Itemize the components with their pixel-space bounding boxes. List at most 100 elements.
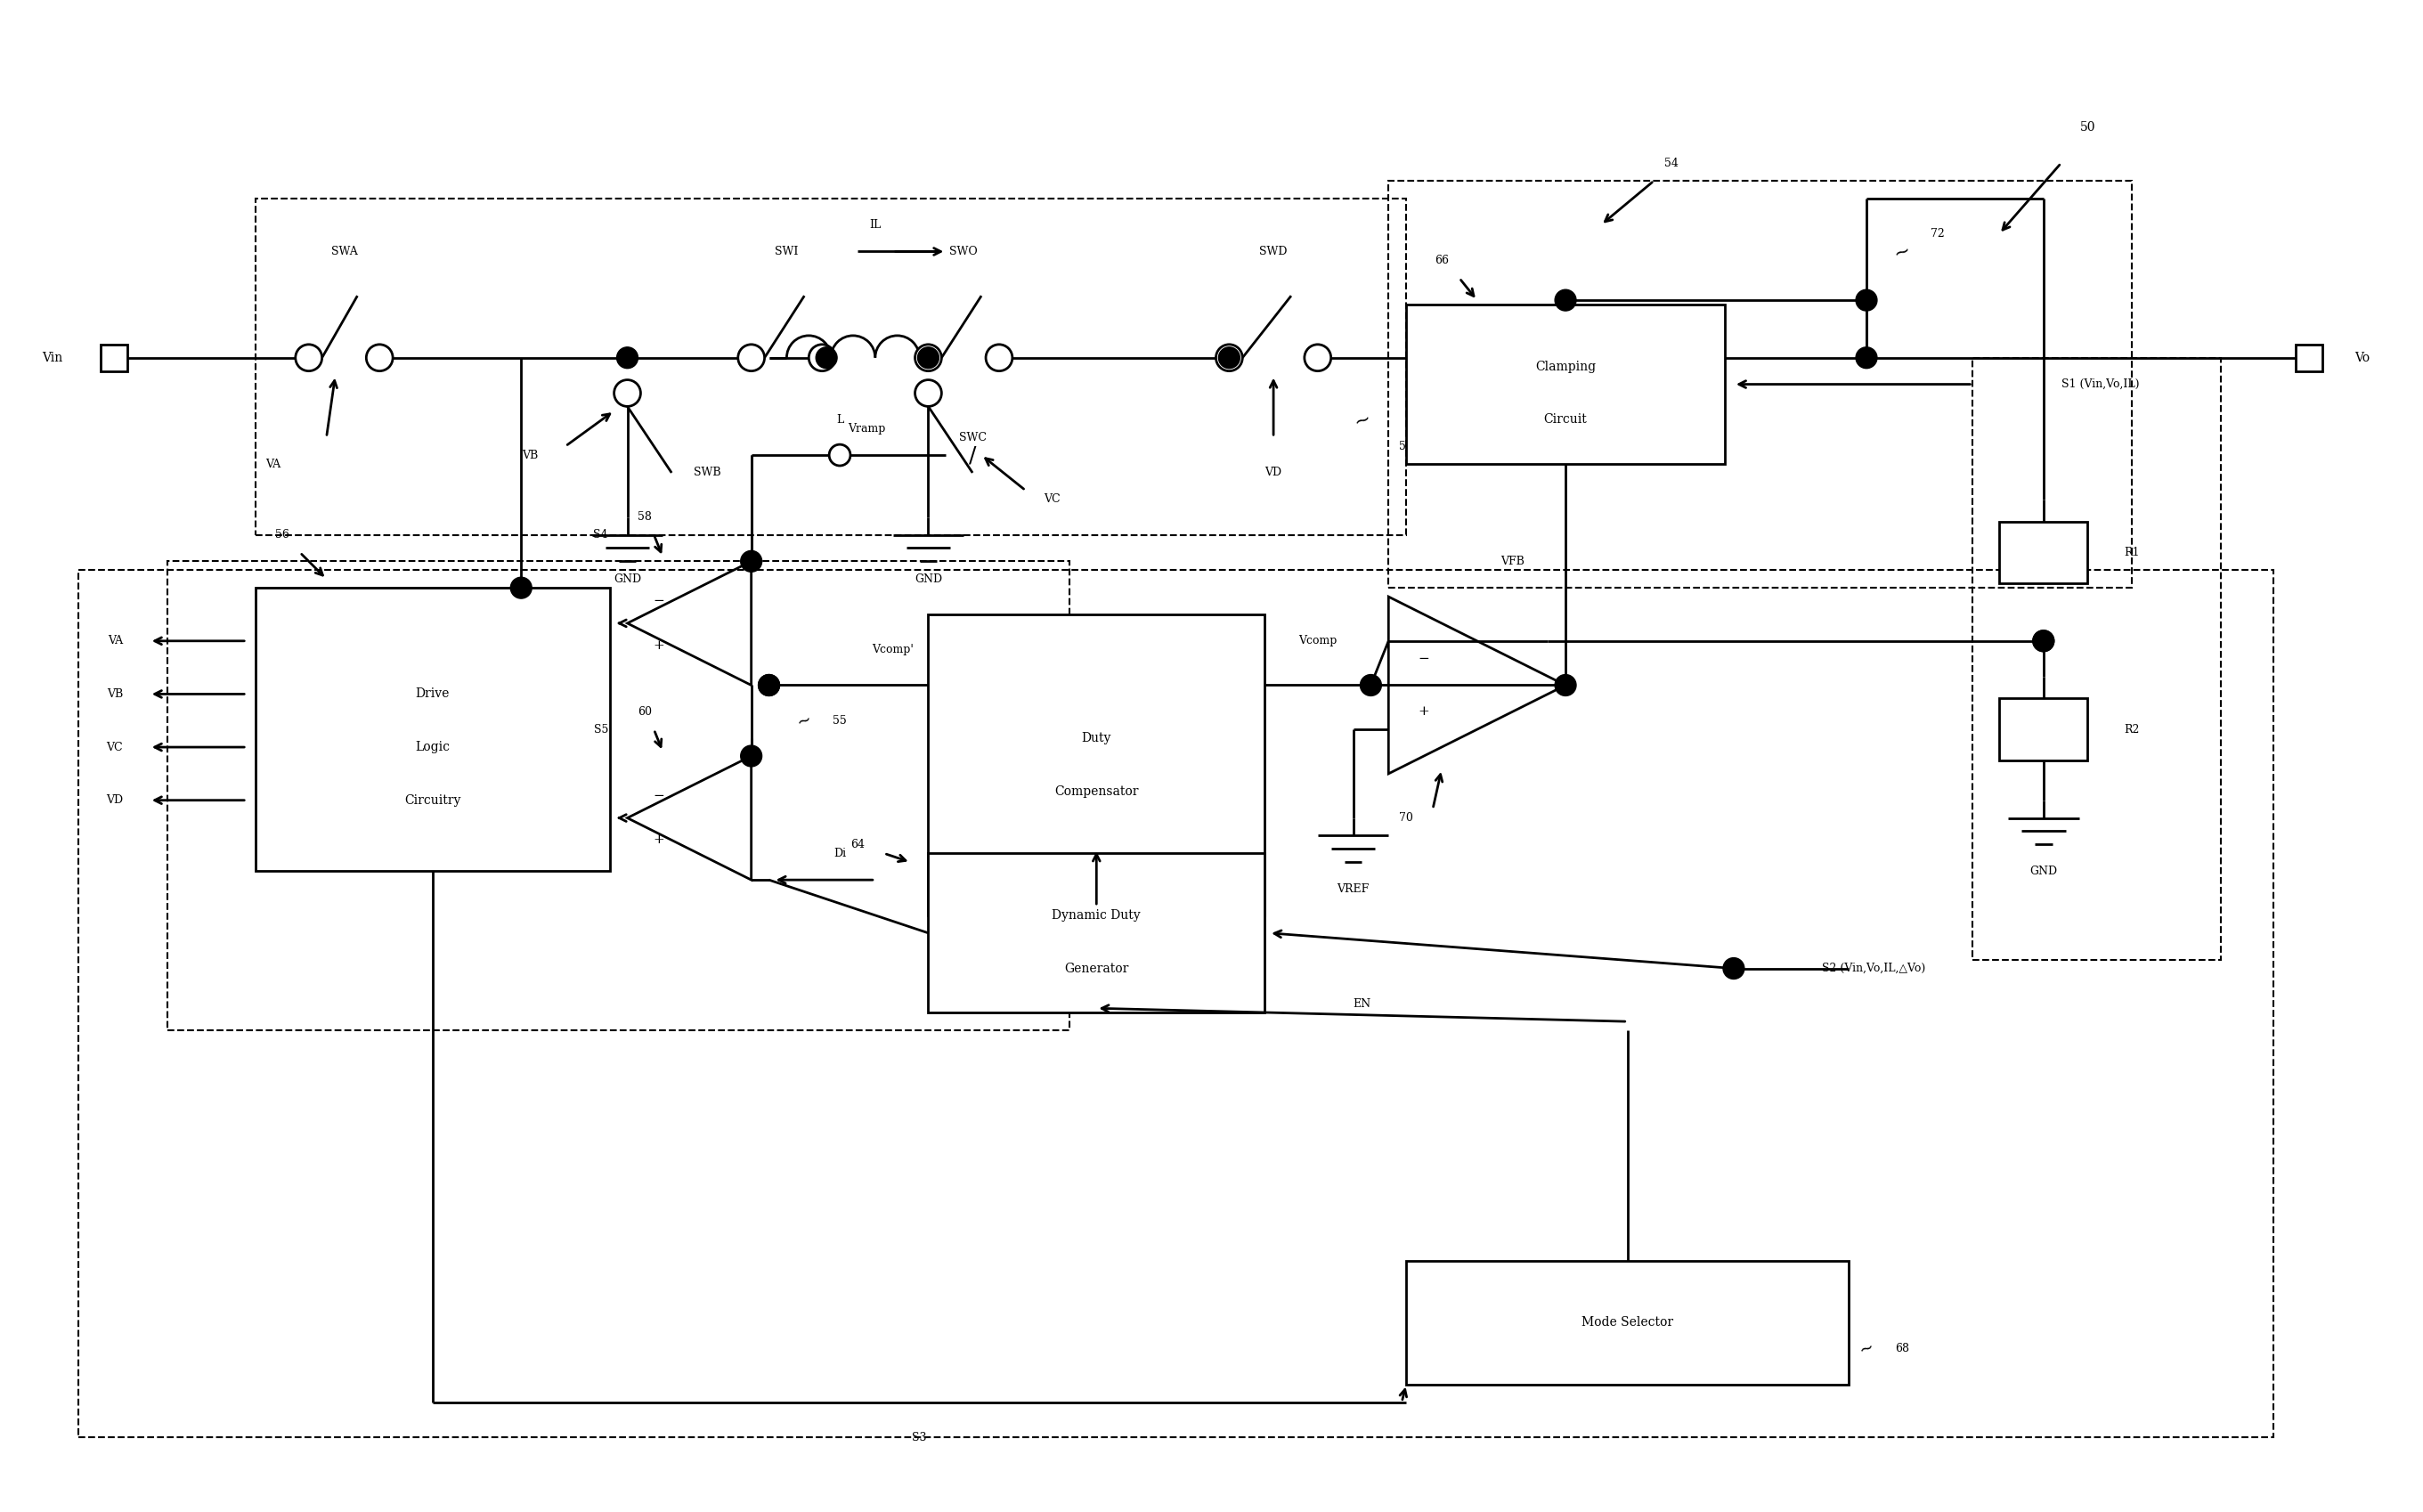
Circle shape [758,674,780,696]
Text: GND: GND [2030,865,2057,877]
Circle shape [2033,631,2055,652]
Text: Di: Di [834,848,846,859]
Bar [1405,1261,1849,1385]
Text: 56: 56 [276,529,288,540]
Circle shape [916,345,943,370]
Circle shape [918,348,938,369]
Circle shape [1304,345,1330,370]
Circle shape [741,745,761,767]
Text: Logic: Logic [414,741,451,753]
Text: VB: VB [107,688,124,700]
Text: VC: VC [1044,493,1061,505]
Circle shape [1556,674,1575,696]
Text: −: − [1417,652,1430,665]
Text: ~: ~ [1856,1338,1875,1359]
Text: VA: VA [267,458,281,470]
Text: 72: 72 [1931,228,1943,239]
Text: DDC: DDC [1083,980,1110,992]
Text: VB: VB [521,449,538,461]
Circle shape [916,380,943,407]
Text: Circuitry: Circuitry [405,794,460,806]
Text: ~: ~ [1890,240,1912,263]
Text: 66: 66 [1434,254,1449,266]
Text: VA: VA [107,635,124,647]
Text: VFB: VFB [1500,555,1524,567]
Text: Vramp: Vramp [848,423,884,434]
Text: SWI: SWI [775,246,800,257]
Circle shape [986,345,1013,370]
Text: SWC: SWC [960,431,986,443]
Bar [928,614,1265,915]
Text: 60: 60 [637,706,652,718]
Text: VREF: VREF [1337,883,1369,895]
Text: ~: ~ [795,711,814,730]
Text: +: + [652,640,664,652]
Text: VD: VD [107,794,124,806]
Text: L: L [836,414,843,425]
Text: Dynamic Duty: Dynamic Duty [1052,909,1141,921]
Circle shape [758,674,780,696]
Text: GND: GND [913,573,943,585]
Text: Vin: Vin [41,351,63,364]
Bar [2295,345,2321,370]
Circle shape [613,380,640,407]
Text: 62: 62 [938,963,952,974]
Circle shape [618,348,637,369]
Bar [1972,358,2219,960]
Text: R1: R1 [2125,547,2140,558]
Text: Vo: Vo [2355,351,2370,364]
Text: Clamping: Clamping [1536,360,1597,373]
Bar [78,570,2273,1438]
Text: SWD: SWD [1260,246,1287,257]
Text: 54: 54 [1665,157,1679,169]
Text: Circuit: Circuit [1543,413,1587,426]
Text: 55: 55 [834,715,846,726]
Bar [1388,181,2132,588]
Text: EN: EN [1352,998,1371,1010]
Text: +: + [652,833,664,847]
Text: $\mathit{/\!\!/}$: $\mathit{/\!\!/}$ [967,445,976,466]
Text: 64: 64 [850,839,865,850]
Text: Vcomp: Vcomp [1299,635,1337,647]
Circle shape [809,345,836,370]
Circle shape [1723,957,1745,980]
Circle shape [2033,631,2055,652]
Text: S4: S4 [594,529,608,540]
Bar [1999,699,2089,761]
Text: 68: 68 [1895,1343,1909,1355]
Bar [254,198,1405,535]
Circle shape [1219,348,1241,369]
Text: ~: ~ [1352,408,1374,431]
Bar [254,588,611,871]
Text: 52: 52 [1398,440,1413,452]
Text: S2 (Vin,Vo,IL,△Vo): S2 (Vin,Vo,IL,△Vo) [1822,963,1926,974]
Text: Vcomp': Vcomp' [872,644,913,656]
Circle shape [1556,290,1575,311]
Text: SWO: SWO [950,246,979,257]
Text: Duty: Duty [1081,732,1112,744]
Circle shape [829,445,850,466]
Text: IL: IL [870,219,882,231]
Bar [102,345,128,370]
Circle shape [1856,290,1878,311]
Text: −: − [652,594,664,608]
Text: Mode Selector: Mode Selector [1582,1317,1674,1329]
Text: S1 (Vin,Vo,IL): S1 (Vin,Vo,IL) [2062,378,2140,390]
Text: +: + [1417,706,1430,718]
Circle shape [1216,345,1243,370]
Circle shape [1856,348,1878,369]
Text: Drive: Drive [417,688,451,700]
Text: Compensator: Compensator [1054,785,1139,798]
Text: S5: S5 [594,724,608,735]
Text: Generator: Generator [1064,962,1129,975]
Circle shape [511,578,531,599]
Circle shape [739,345,766,370]
Circle shape [817,348,836,369]
Text: VD: VD [1265,467,1282,479]
Text: S3: S3 [911,1432,926,1444]
Text: SWA: SWA [332,246,356,257]
Bar [1405,304,1725,464]
Bar [1999,522,2089,584]
Text: SWB: SWB [693,467,720,479]
Circle shape [296,345,322,370]
